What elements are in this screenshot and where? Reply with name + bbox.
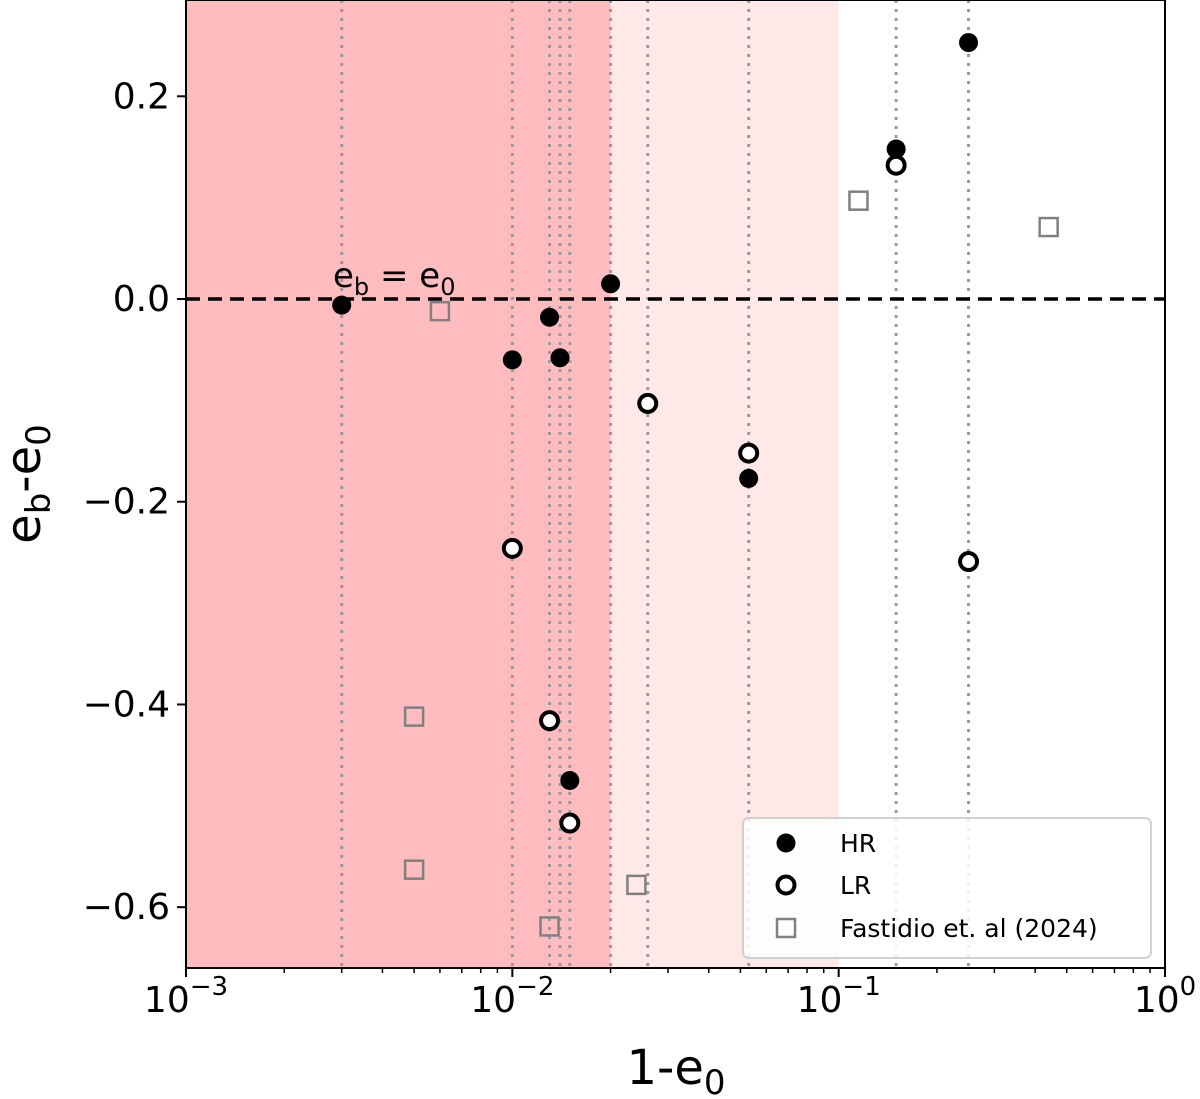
legend-marker-fastidio [775,917,797,939]
x-axis: 10−3 10−2 10−1 100 [144,968,1196,1021]
data-points [332,33,1059,937]
x-tick-label-1: 10−2 [470,972,554,1021]
legend-box [742,817,1152,959]
point-open-square-2 [429,300,451,322]
plot-frame [185,0,1166,969]
point-filled-circle-1 [502,350,522,370]
y-tick-label-2: −0.2 [83,482,170,523]
point-open-square-1 [403,859,425,880]
point-open-circle-4 [738,442,760,464]
legend-label-0: HR [840,829,876,858]
legend-marker-hr [776,833,796,853]
y-tick-label-0: 0.2 [113,76,170,117]
point-open-square-6 [1038,216,1059,238]
shaded-region-0 [186,0,611,968]
reference-line-label: eb = e0 [333,256,455,301]
shaded-region-1 [610,0,839,968]
y-tick-label-3: −0.4 [83,684,170,725]
point-open-square-5 [848,190,869,211]
legend: HR LR Fastidio et. al (2024) [742,817,1152,959]
point-open-circle-6 [958,551,980,573]
point-open-square-4 [626,874,647,896]
point-filled-circle-2 [540,307,560,327]
y-axis-label: eb-e0 [0,424,59,544]
x-tick-label-2: 10−1 [797,972,881,1021]
point-open-circle-1 [539,710,561,732]
legend-marker-lr [775,874,797,896]
shaded-regions [186,0,839,968]
point-open-circle-3 [637,392,659,414]
legend-label-1: LR [840,871,871,900]
point-open-circle-5 [885,154,907,176]
y-axis: 0.2 0.0 −0.2 −0.4 −0.6 [83,76,186,928]
point-filled-circle-7 [886,139,906,159]
point-filled-circle-4 [560,770,580,790]
legend-label-2: Fastidio et. al (2024) [840,914,1098,943]
point-open-circle-2 [559,812,581,834]
point-filled-circle-6 [739,468,759,488]
x-tick-label-3: 100 [1134,972,1196,1021]
point-filled-circle-5 [601,274,621,294]
point-filled-circle-3 [550,348,570,368]
point-filled-circle-0 [332,295,352,315]
point-open-circle-0 [501,537,523,559]
y-tick-label-1: 0.0 [113,279,170,320]
point-filled-circle-8 [959,33,979,53]
y-tick-label-4: −0.6 [83,887,170,928]
point-open-square-0 [403,706,425,727]
x-axis-label: 1-e0 [626,1040,725,1099]
point-open-square-3 [539,916,560,937]
x-tick-label-0: 10−3 [144,972,228,1021]
